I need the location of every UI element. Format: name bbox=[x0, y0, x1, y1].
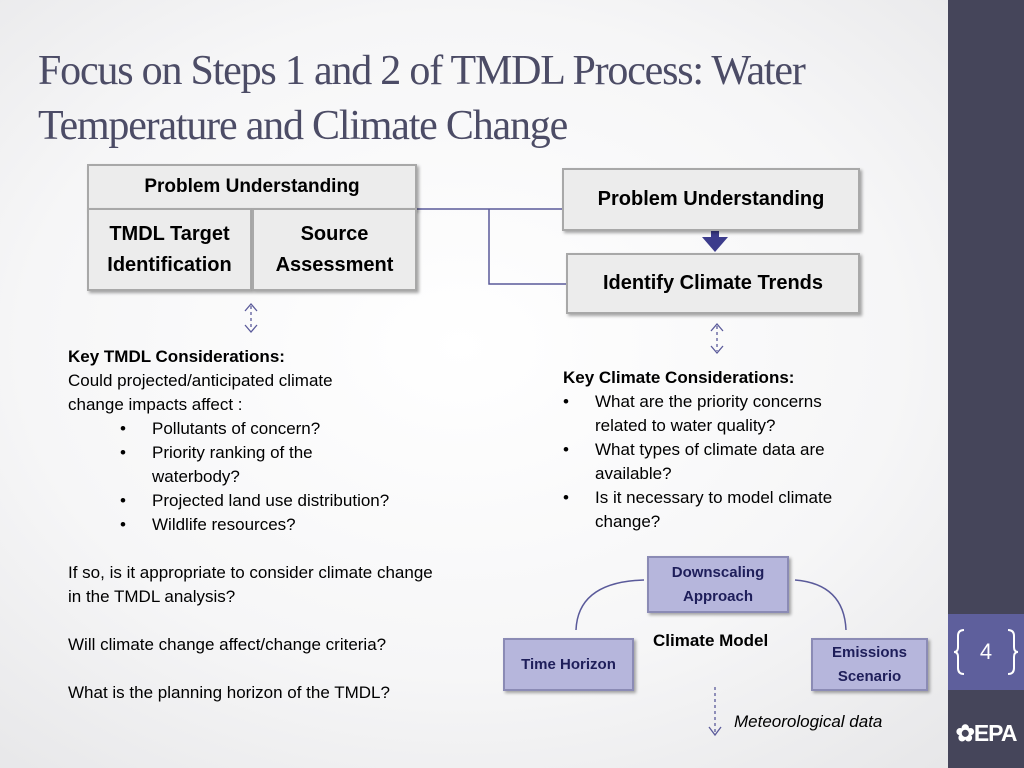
epa-flower-icon: ✿ bbox=[955, 720, 975, 746]
down-dashed-arrow-icon bbox=[708, 687, 722, 737]
identify-climate-trends-box: Identify Climate Trends bbox=[566, 253, 860, 314]
tmdl-question-1: If so, is it appropriate to consider cli… bbox=[68, 563, 433, 606]
emissions-scenario-label: Emissions Scenario bbox=[831, 643, 908, 685]
tmdl-bullet: Projected land use distribution? bbox=[120, 489, 420, 513]
tmdl-bullet-list: Pollutants of concern? Priority ranking … bbox=[120, 417, 420, 537]
source-assessment-box: Source Assessment bbox=[252, 208, 417, 291]
climate-model-label: Climate Model bbox=[653, 631, 769, 650]
downscaling-approach-box: Downscaling Approach bbox=[647, 556, 789, 613]
tmdl-considerations-heading: Key TMDL Considerations: bbox=[68, 347, 285, 366]
page-number-box: 4 bbox=[948, 614, 1024, 690]
slide-title: Focus on Steps 1 and 2 of TMDL Process: … bbox=[38, 48, 806, 149]
time-horizon-box: Time Horizon bbox=[503, 638, 634, 691]
source-assessment-label: Source Assessment bbox=[275, 222, 394, 276]
problem-understanding-box: Problem Understanding bbox=[562, 168, 860, 231]
meteorological-data-label: Meteorological data bbox=[734, 712, 883, 731]
tmdl-considerations: Key TMDL Considerations: Could projected… bbox=[68, 345, 448, 705]
climate-considerations: Key Climate Considerations: What are the… bbox=[563, 366, 893, 534]
tmdl-question-2: Will climate change affect/change criter… bbox=[68, 635, 387, 654]
tmdl-bullet: Priority ranking of the waterbody? bbox=[120, 441, 342, 489]
epa-logo: ✿EPA bbox=[950, 718, 1022, 748]
downscaling-approach-label: Downscaling Approach bbox=[671, 563, 765, 605]
tmdl-considerations-intro: Could projected/anticipated climate chan… bbox=[68, 371, 333, 414]
double-arrow-left-icon bbox=[244, 303, 258, 333]
tmdl-question-3: What is the planning horizon of the TMDL… bbox=[68, 683, 390, 702]
epa-logo-text: EPA bbox=[973, 720, 1018, 746]
emissions-scenario-box: Emissions Scenario bbox=[811, 638, 928, 691]
tmdl-bullet: Wildlife resources? bbox=[120, 513, 420, 537]
problem-understanding-label: Problem Understanding bbox=[144, 176, 360, 197]
climate-bullet: Is it necessary to model climate change? bbox=[563, 486, 895, 534]
down-arrow-icon bbox=[702, 231, 728, 252]
double-arrow-right-icon bbox=[710, 323, 724, 354]
tmdl-target-label: TMDL Target Identification bbox=[107, 222, 232, 276]
page-number-brackets bbox=[953, 629, 1019, 675]
problem-understanding-right-label: Problem Understanding bbox=[597, 188, 825, 210]
climate-bullet: What are the priority concerns related t… bbox=[563, 390, 875, 438]
climate-considerations-heading: Key Climate Considerations: bbox=[563, 368, 795, 387]
problem-understanding-header: Problem Understanding bbox=[87, 164, 417, 210]
tmdl-bullet: Pollutants of concern? bbox=[120, 417, 420, 441]
time-horizon-label: Time Horizon bbox=[521, 655, 616, 673]
page-number: 4 bbox=[979, 639, 993, 664]
tmdl-target-box: TMDL Target Identification bbox=[87, 208, 252, 291]
climate-bullet: What types of climate data are available… bbox=[563, 438, 875, 486]
connector-lines bbox=[244, 208, 847, 737]
identify-climate-trends-label: Identify Climate Trends bbox=[602, 272, 824, 294]
